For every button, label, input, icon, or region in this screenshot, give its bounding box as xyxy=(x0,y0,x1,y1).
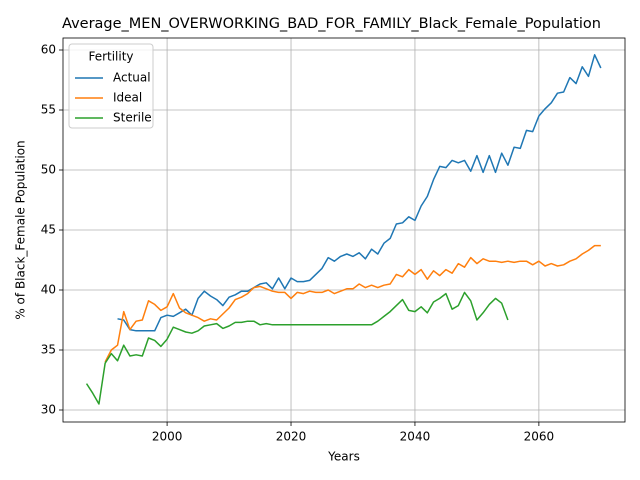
y-tick-label: 35 xyxy=(41,343,56,357)
x-tick-label: 2040 xyxy=(400,430,431,444)
legend-label: Ideal xyxy=(113,91,142,105)
data-line xyxy=(117,54,602,332)
y-tick-label: 55 xyxy=(41,103,56,117)
y-tick-label: 30 xyxy=(41,403,56,417)
y-tick-label: 40 xyxy=(41,283,56,297)
y-tick-label: 50 xyxy=(41,163,56,177)
data-line xyxy=(104,244,601,363)
data-line xyxy=(85,291,509,405)
x-tick-label: 2060 xyxy=(524,430,555,444)
y-axis-label: % of Black_Female Population xyxy=(14,140,28,319)
legend-label: Actual xyxy=(113,71,151,85)
legend-title: Fertility xyxy=(88,50,133,64)
plot-frame xyxy=(62,37,626,423)
legend-label: Sterile xyxy=(113,111,152,125)
y-tick-label: 60 xyxy=(41,43,56,57)
y-tick-label: 45 xyxy=(41,223,56,237)
x-tick-label: 2020 xyxy=(276,430,307,444)
legend-box xyxy=(68,43,154,129)
x-tick-label: 2000 xyxy=(152,430,183,444)
chart-title: Average_MEN_OVERWORKING_BAD_FOR_FAMILY_B… xyxy=(62,16,601,32)
legend: Fertility Actual Ideal Sterile xyxy=(68,43,154,129)
x-axis-label: Years xyxy=(327,450,360,464)
